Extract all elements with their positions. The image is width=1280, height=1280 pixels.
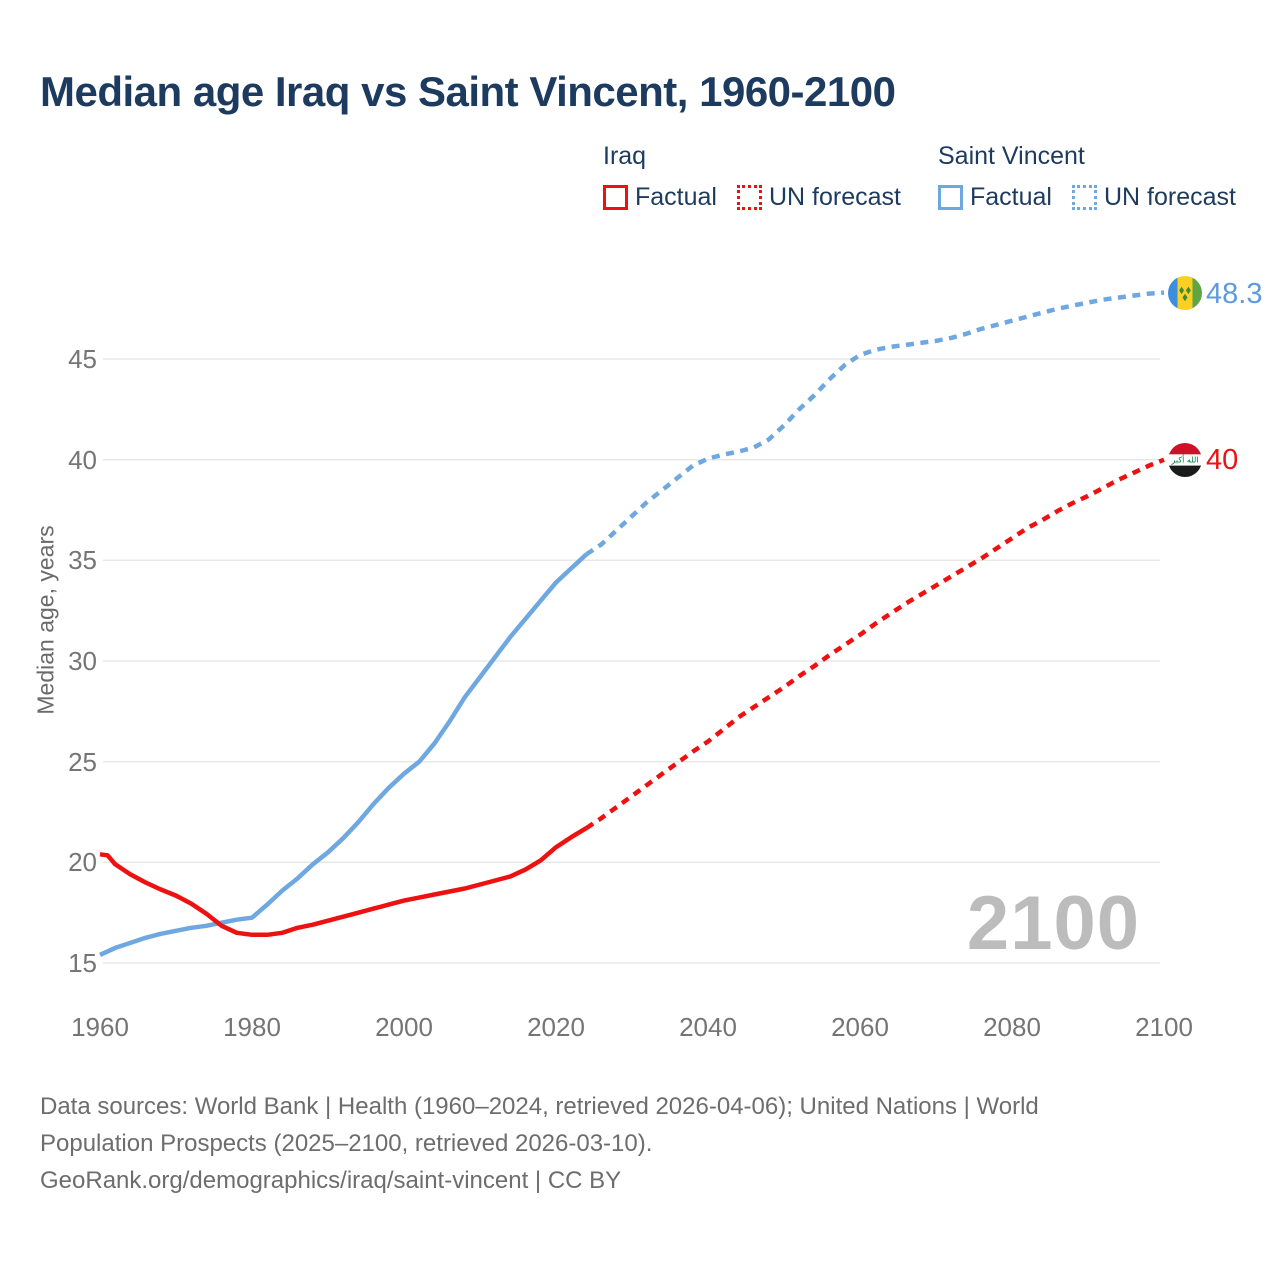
series-iraq-forecast[interactable]	[585, 457, 1165, 830]
series-saint-vincent-forecast[interactable]	[585, 290, 1165, 557]
dashed-line-swatch-icon	[736, 185, 762, 210]
y-axis-ticks: 15 20 25 30 35 40 45	[0, 0, 100, 1280]
legend-item-label: UN forecast	[768, 183, 901, 211]
legend-country-label: Saint Vincent	[938, 142, 1085, 170]
y-tick-label: 35	[68, 545, 97, 576]
x-tick-label: 1960	[71, 1012, 129, 1042]
iraq-flag-icon: الله أكبر	[1168, 443, 1202, 477]
saint-vincent-flag-icon	[1168, 276, 1202, 310]
legend: Iraq Factual UN forecast Saint Vincent Factu…	[0, 142, 1280, 222]
legend-item-label: Factual	[635, 183, 717, 211]
legend-item-un-forecast[interactable]: UN forecast	[1071, 183, 1236, 212]
series-iraq-factual[interactable]	[99, 826, 588, 938]
dashed-line-swatch-icon	[1071, 185, 1097, 210]
y-tick-label: 30	[68, 646, 97, 676]
x-tick-label: 2100	[1135, 1012, 1193, 1042]
y-tick-label: 45	[68, 344, 97, 374]
legend-country-label: Iraq	[603, 142, 647, 170]
x-tick-label: 1980	[223, 1012, 281, 1042]
legend-item-un-forecast[interactable]: UN forecast	[736, 183, 901, 212]
solid-line-swatch-icon	[938, 185, 963, 210]
series-saint-vincent-factual[interactable]	[99, 552, 588, 957]
page-title: Median age Iraq vs Saint Vincent, 1960-2…	[40, 68, 896, 115]
gridlines	[103, 358, 1160, 964]
legend-item-factual[interactable]: Factual	[938, 183, 1052, 212]
legend-group-iraq: Iraq Factual UN forecast	[603, 142, 901, 212]
watermark-year: 2100	[966, 881, 1140, 966]
source-line: Data sources: World Bank | Health (1960–…	[40, 1093, 1039, 1120]
x-tick-label: 2000	[375, 1012, 433, 1042]
end-value-saint-vincent: 48.3	[1206, 278, 1263, 310]
x-tick-label: 2040	[679, 1012, 737, 1042]
legend-item-factual[interactable]: Factual	[603, 183, 717, 212]
y-tick-label: 25	[68, 746, 97, 777]
x-tick-label: 2020	[527, 1012, 585, 1042]
source-attribution: Data sources: World Bank | Health (1960–…	[40, 1088, 1200, 1199]
source-url: GeoRank.org/demographics/iraq/saint-vinc…	[40, 1167, 622, 1194]
x-tick-label: 2080	[983, 1012, 1041, 1042]
series-lines	[99, 290, 1165, 957]
end-value-iraq: 40	[1206, 444, 1239, 476]
y-tick-label: 15	[68, 948, 97, 978]
svg-text:الله أكبر: الله أكبر	[1171, 455, 1199, 465]
x-axis-ticks: 1960 1980 2000 2020 2040 2060 2080 2100	[0, 1012, 1280, 1052]
y-tick-label: 20	[68, 847, 97, 878]
legend-group-saint-vincent: Saint Vincent Factual UN forecast	[938, 142, 1236, 212]
y-tick-label: 40	[68, 444, 97, 475]
source-line: Population Prospects (2025–2100, retriev…	[40, 1130, 653, 1157]
legend-item-label: Factual	[970, 183, 1052, 211]
solid-line-swatch-icon	[603, 185, 628, 210]
x-tick-label: 2060	[831, 1012, 889, 1042]
legend-item-label: UN forecast	[1103, 183, 1236, 211]
